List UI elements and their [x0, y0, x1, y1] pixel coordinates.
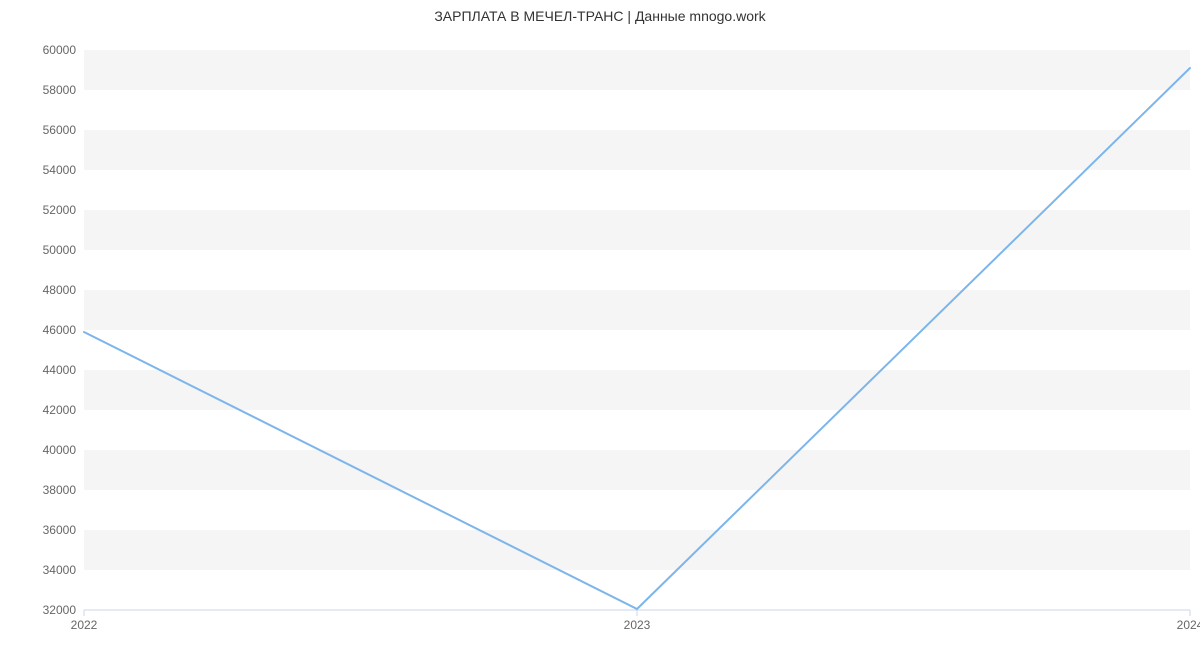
y-tick-label: 54000: [43, 163, 76, 177]
y-tick-label: 50000: [43, 243, 76, 257]
y-tick-label: 48000: [43, 283, 76, 297]
chart-container: ЗАРПЛАТА В МЕЧЕЛ-ТРАНС | Данные mnogo.wo…: [0, 0, 1200, 650]
y-tick-label: 32000: [43, 603, 76, 617]
y-tick-label: 36000: [43, 523, 76, 537]
x-tick-label: 2023: [624, 618, 651, 632]
x-tick-label: 2022: [71, 618, 98, 632]
y-tick-label: 44000: [43, 363, 76, 377]
plot-area: 3200034000360003800040000420004400046000…: [84, 50, 1190, 610]
y-tick-label: 60000: [43, 43, 76, 57]
y-tick-label: 58000: [43, 83, 76, 97]
y-tick-label: 38000: [43, 483, 76, 497]
y-tick-label: 34000: [43, 563, 76, 577]
y-tick-label: 46000: [43, 323, 76, 337]
y-tick-label: 52000: [43, 203, 76, 217]
y-tick-label: 56000: [43, 123, 76, 137]
chart-title: ЗАРПЛАТА В МЕЧЕЛ-ТРАНС | Данные mnogo.wo…: [0, 8, 1200, 24]
y-tick-label: 42000: [43, 403, 76, 417]
plot-svg: [84, 50, 1190, 610]
x-tick-label: 2024: [1177, 618, 1200, 632]
y-tick-label: 40000: [43, 443, 76, 457]
